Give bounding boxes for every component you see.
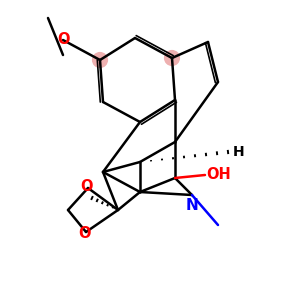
Text: O: O bbox=[57, 32, 69, 47]
Text: N: N bbox=[186, 198, 198, 213]
Text: OH: OH bbox=[206, 167, 231, 182]
Text: H: H bbox=[232, 145, 244, 159]
Circle shape bbox=[164, 50, 180, 66]
Text: O: O bbox=[78, 226, 91, 241]
Text: O: O bbox=[80, 179, 93, 194]
Circle shape bbox=[92, 52, 108, 68]
